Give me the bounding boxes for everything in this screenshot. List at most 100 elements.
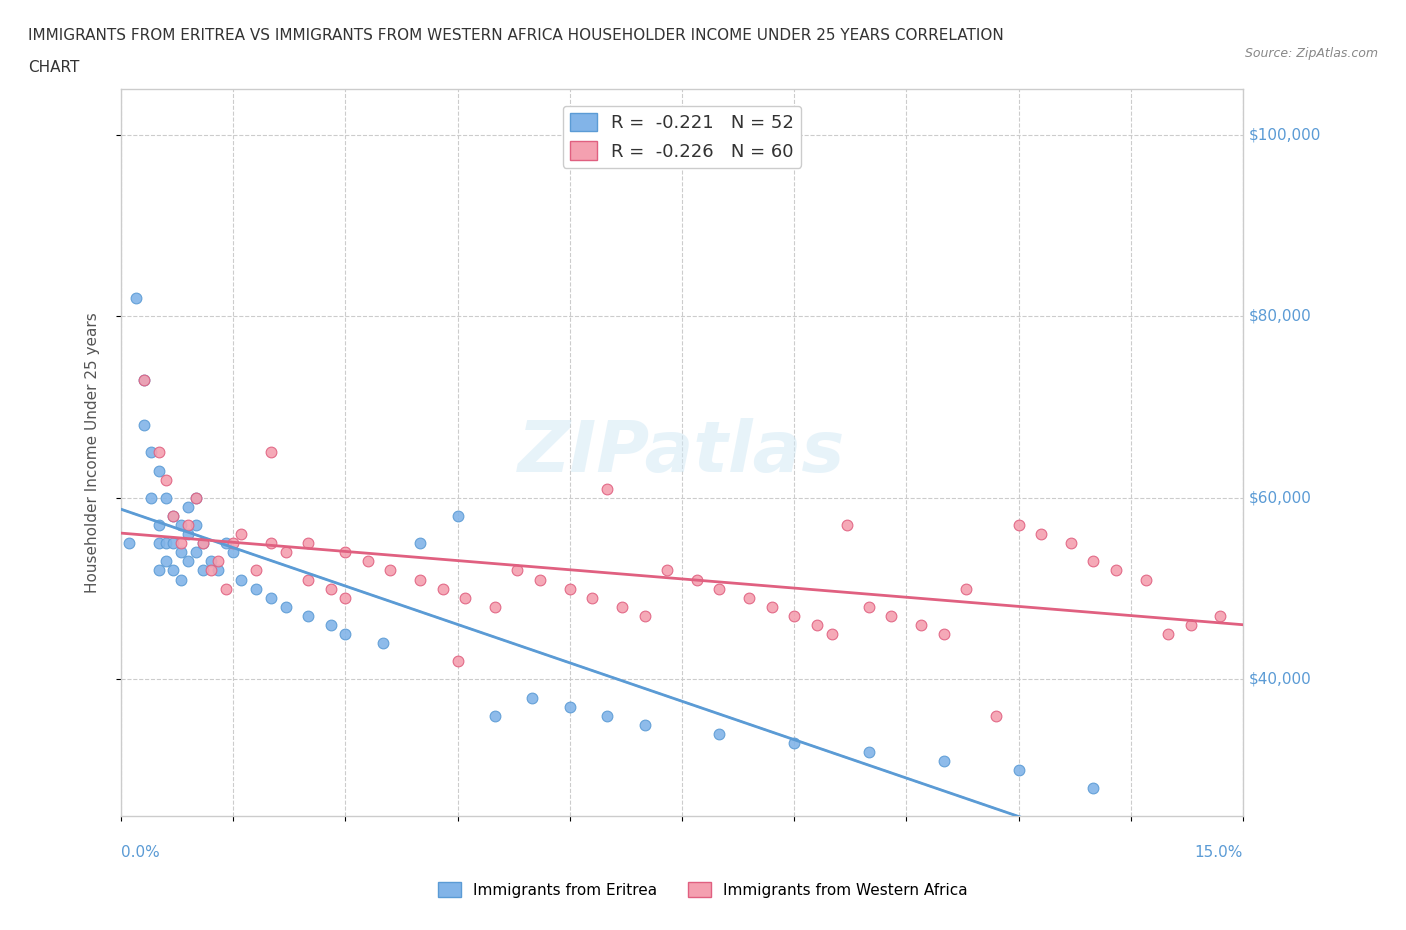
Point [222,536,245,551]
Point [633,608,655,623]
Point [274,545,297,560]
Point [1157,627,1180,642]
Point [132,418,155,432]
Point [1105,563,1128,578]
Point [880,608,903,623]
Text: $60,000: $60,000 [1249,490,1312,505]
Point [738,591,761,605]
Point [125,291,148,306]
Point [177,499,200,514]
Y-axis label: Householder Income Under 25 years: Householder Income Under 25 years [86,312,100,592]
Point [932,627,955,642]
Point [432,581,454,596]
Point [709,581,731,596]
Point [835,518,858,533]
Point [633,717,655,732]
Point [132,372,155,387]
Point [984,709,1007,724]
Point [184,490,207,505]
Point [170,518,193,533]
Text: Source: ZipAtlas.com: Source: ZipAtlas.com [1244,46,1378,60]
Point [260,536,283,551]
Text: $80,000: $80,000 [1249,309,1312,324]
Point [581,591,603,605]
Point [484,709,506,724]
Text: IMMIGRANTS FROM ERITREA VS IMMIGRANTS FROM WESTERN AFRICA HOUSEHOLDER INCOME UND: IMMIGRANTS FROM ERITREA VS IMMIGRANTS FR… [28,28,1004,43]
Point [193,536,215,551]
Point [522,690,544,705]
Point [184,518,207,533]
Point [207,563,229,578]
Point [148,518,170,533]
Point [148,445,170,460]
Point [162,536,184,551]
Text: $40,000: $40,000 [1249,671,1312,687]
Point [184,545,207,560]
Point [1209,608,1232,623]
Point [1083,781,1105,796]
Point [229,572,252,587]
Point [783,608,806,623]
Point [319,581,342,596]
Point [596,482,619,497]
Legend: R =  -0.221   N = 52, R =  -0.226   N = 60: R = -0.221 N = 52, R = -0.226 N = 60 [562,106,801,167]
Point [1083,554,1105,569]
Point [409,536,432,551]
Point [335,627,357,642]
Point [506,563,529,578]
Point [155,472,177,487]
Point [409,572,432,587]
Point [162,509,184,524]
Point [596,709,619,724]
Point [148,536,170,551]
Point [612,599,634,614]
Text: 15.0%: 15.0% [1195,844,1243,859]
Text: CHART: CHART [28,60,80,75]
Point [162,563,184,578]
Point [709,726,731,741]
Point [820,627,842,642]
Point [184,490,207,505]
Point [447,654,470,669]
Point [148,463,170,478]
Point [193,536,215,551]
Point [1060,536,1083,551]
Text: ZIPatlas: ZIPatlas [519,418,845,487]
Point [558,699,581,714]
Point [200,554,222,569]
Point [1180,618,1202,632]
Point [229,526,252,541]
Point [955,581,977,596]
Point [193,563,215,578]
Point [139,490,162,505]
Text: $100,000: $100,000 [1249,127,1320,142]
Point [380,563,402,578]
Legend: Immigrants from Eritrea, Immigrants from Western Africa: Immigrants from Eritrea, Immigrants from… [432,875,974,904]
Point [1029,526,1052,541]
Point [207,554,229,569]
Point [858,599,880,614]
Point [558,581,581,596]
Point [215,581,238,596]
Point [177,518,200,533]
Point [1007,518,1029,533]
Point [274,599,297,614]
Point [932,753,955,768]
Point [155,554,177,569]
Point [170,545,193,560]
Point [335,545,357,560]
Point [297,608,319,623]
Point [177,554,200,569]
Point [447,509,470,524]
Point [806,618,828,632]
Point [132,372,155,387]
Point [200,563,222,578]
Point [260,591,283,605]
Point [155,490,177,505]
Point [655,563,678,578]
Point [858,745,880,760]
Point [117,536,139,551]
Point [335,591,357,605]
Point [215,536,238,551]
Point [1007,763,1029,777]
